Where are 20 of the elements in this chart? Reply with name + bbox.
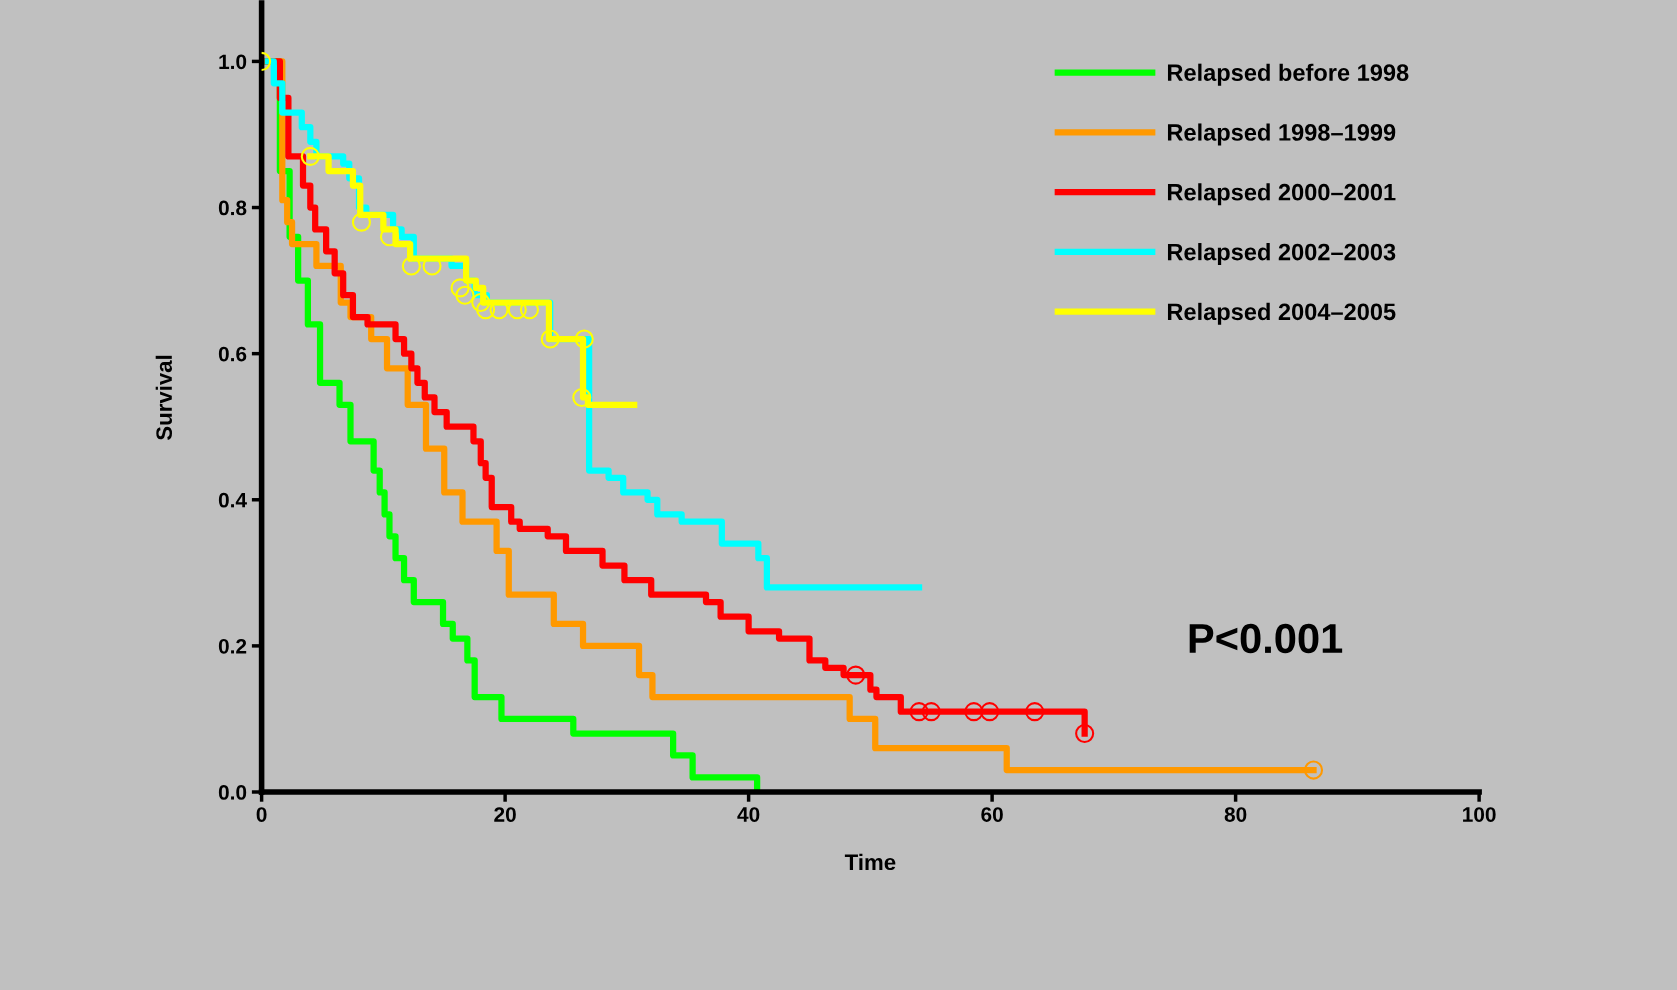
y-tick-label: 0.8 (218, 200, 247, 216)
x-tick-label: 100 (1463, 807, 1496, 822)
y-tick-label: 0.6 (218, 346, 247, 362)
y-tick-label: 1.0 (219, 54, 247, 70)
legend-label: Relapsed 2000–2001 (1167, 183, 1396, 206)
y-axis-title: Survival (155, 355, 173, 441)
x-axis-title: Time (844, 853, 896, 871)
annotation: P<0.001 (1189, 623, 1343, 654)
y-tick-label: 0.4 (218, 492, 247, 508)
x-tick-label: 20 (494, 807, 516, 822)
y-tick-label: 0.2 (218, 638, 247, 654)
y-tick-label: 0.0 (218, 785, 247, 800)
legend-label: Relapsed 2002–2003 (1167, 243, 1396, 266)
legend-label: Relapsed 2004–2005 (1167, 302, 1396, 325)
legend-label: Relapsed 1998–1999 (1167, 123, 1396, 146)
x-tick-label: 60 (981, 807, 1003, 822)
legend-label: Relapsed before 1998 (1167, 63, 1409, 86)
x-tick-label: 80 (1224, 807, 1247, 822)
x-tick-label: 0 (256, 807, 267, 822)
x-tick-label: 40 (737, 807, 760, 822)
